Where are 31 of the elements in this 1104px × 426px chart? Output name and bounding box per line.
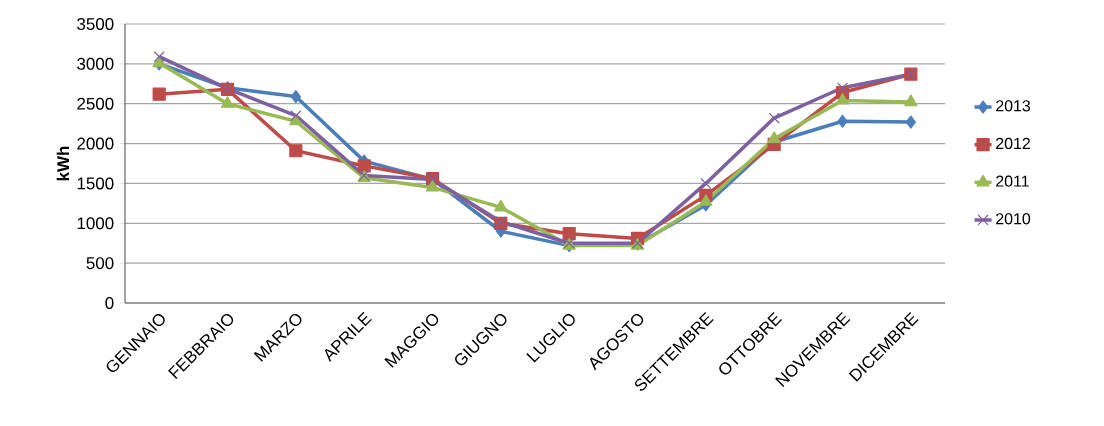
point xyxy=(425,179,440,192)
point xyxy=(562,227,576,241)
y-axis-title: kWh xyxy=(56,146,69,181)
point xyxy=(357,159,371,173)
legend-label: 2010 xyxy=(996,213,1031,225)
point xyxy=(153,51,165,63)
point xyxy=(835,92,850,105)
y-tick-label: 0 xyxy=(105,297,114,309)
point xyxy=(767,131,781,143)
legend-label: 2013 xyxy=(996,100,1031,112)
point xyxy=(152,87,166,101)
point xyxy=(904,94,918,107)
point xyxy=(290,89,301,104)
y-tick-label: 2500 xyxy=(77,97,114,110)
y-tick-label: 1500 xyxy=(77,177,114,190)
y-tick-label: 500 xyxy=(86,257,114,270)
point xyxy=(836,82,849,94)
point xyxy=(289,144,303,158)
y-tick-label: 1000 xyxy=(77,217,114,230)
point xyxy=(290,110,302,122)
point xyxy=(699,194,713,206)
point xyxy=(837,114,848,128)
point xyxy=(905,115,916,129)
point xyxy=(220,96,235,108)
point xyxy=(494,199,508,212)
y-tick-label: 3000 xyxy=(77,57,114,70)
y-tick-label: 3500 xyxy=(77,18,114,30)
y-tick-label: 2000 xyxy=(77,137,114,150)
legend-label: 2012 xyxy=(996,137,1030,150)
point xyxy=(768,112,780,124)
legend-label: 2011 xyxy=(996,175,1029,187)
